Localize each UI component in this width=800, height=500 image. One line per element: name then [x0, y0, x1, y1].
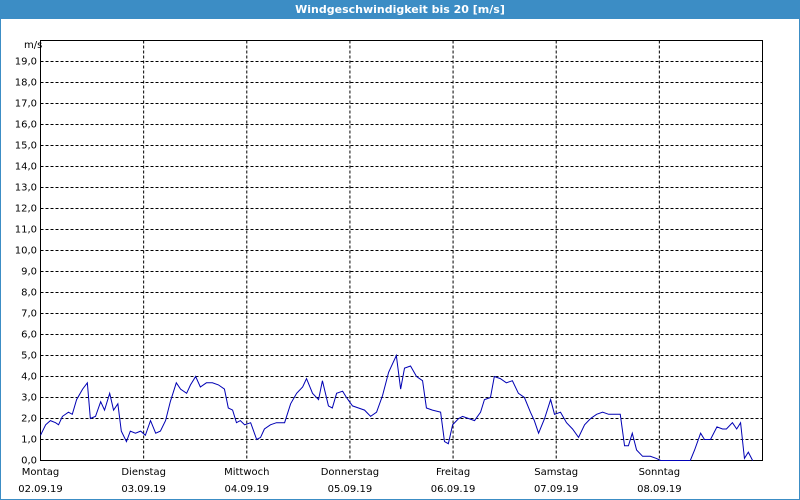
x-tick-label: Sonntag [639, 467, 681, 478]
y-tick-label: 0,0 [21, 456, 37, 467]
y-tick-label: 1,0 [21, 435, 37, 446]
x-tick-date: 03.09.19 [121, 484, 166, 495]
x-tick-label: Freitag [436, 467, 470, 478]
title-bar [0, 0, 800, 19]
x-tick-label: Dienstag [121, 467, 166, 478]
y-tick-label: 9,0 [21, 267, 37, 278]
x-tick-date: 04.09.19 [225, 484, 270, 495]
y-tick-label: 4,0 [21, 372, 37, 383]
y-tick-label: 7,0 [21, 309, 37, 320]
y-tick-label: 13,0 [15, 183, 37, 194]
chart-title: Windgeschwindigkeit bis 20 [m/s] [295, 3, 505, 16]
y-tick-label: 2,0 [21, 414, 37, 425]
y-tick-label: 16,0 [15, 120, 37, 131]
x-tick-label: Donnerstag [321, 467, 379, 478]
y-tick-label: 14,0 [15, 162, 37, 173]
y-tick-label: 6,0 [21, 330, 37, 341]
y-tick-label: 17,0 [15, 99, 37, 110]
y-axis-label: m/s [24, 40, 42, 51]
y-tick-label: 8,0 [21, 288, 37, 299]
y-tick-label: 15,0 [15, 141, 37, 152]
x-tick-date: 02.09.19 [18, 484, 63, 495]
x-tick-date: 05.09.19 [328, 484, 373, 495]
y-tick-label: 11,0 [15, 225, 37, 236]
x-tick-label: Montag [22, 467, 59, 478]
x-tick-label: Mittwoch [224, 467, 269, 478]
y-tick-label: 3,0 [21, 393, 37, 404]
wind-line [40, 353, 754, 461]
x-tick-date: 07.09.19 [534, 484, 579, 495]
y-tick-label: 18,0 [15, 78, 37, 89]
y-tick-label: 5,0 [21, 351, 37, 362]
x-tick-date: 08.09.19 [637, 484, 682, 495]
y-tick-label: 10,0 [15, 246, 37, 257]
y-tick-label: 12,0 [15, 204, 37, 215]
x-tick-date: 06.09.19 [431, 484, 476, 495]
x-tick-label: Samstag [534, 467, 578, 478]
y-tick-label: 19,0 [15, 57, 37, 68]
